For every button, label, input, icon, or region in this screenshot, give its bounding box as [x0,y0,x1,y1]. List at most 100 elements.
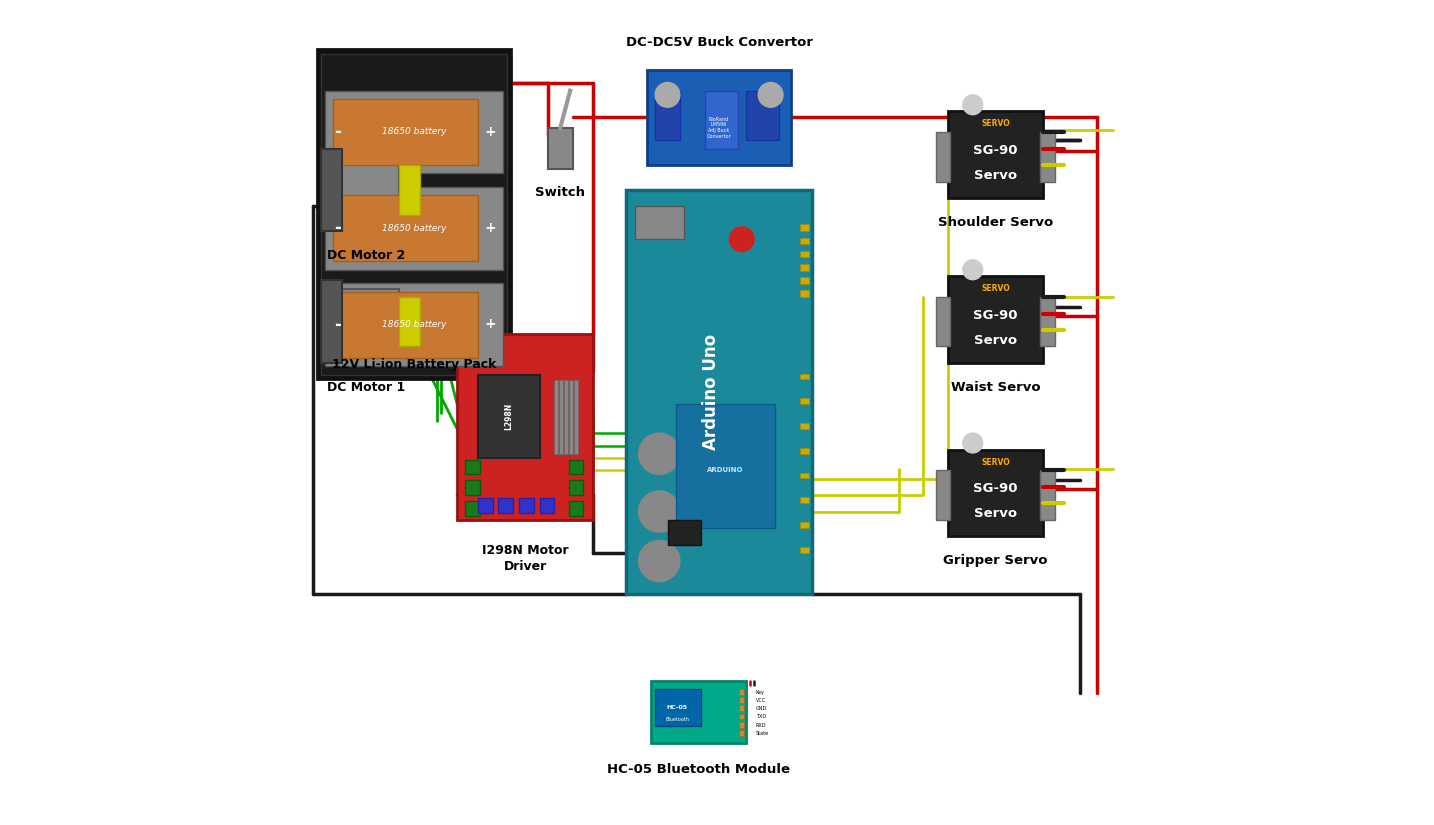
Text: ARDUINO: ARDUINO [707,467,743,474]
Text: Switch: Switch [535,186,585,199]
Circle shape [638,540,680,582]
Circle shape [730,227,754,252]
Bar [800,277,809,284]
Text: State: State [756,731,769,736]
Text: TXD: TXD [756,714,766,719]
Text: -: - [334,123,341,141]
Bar [800,398,809,404]
Text: DC Motor 1: DC Motor 1 [327,381,406,394]
Bar [337,289,400,355]
Bar [333,291,478,357]
Text: +: + [485,221,496,235]
Bar [457,334,594,520]
Circle shape [638,491,680,532]
Circle shape [962,260,982,280]
Bar [800,522,809,528]
Bar [574,380,578,454]
Bar [704,91,737,148]
Text: 12V Li-ion Battery Pack: 12V Li-ion Battery Pack [331,358,496,371]
Text: SERVO: SERVO [981,285,1010,293]
Bar [800,264,809,271]
Bar [655,689,700,726]
Bar [321,280,341,363]
Bar [321,54,506,375]
Text: Gripper Servo: Gripper Servo [944,554,1048,568]
Bar [948,276,1043,363]
Bar [559,380,562,454]
Text: SG-90: SG-90 [974,483,1018,495]
Bar [466,501,480,516]
Bar [400,297,420,346]
Bar [466,460,480,474]
Bar [568,480,584,495]
Bar [466,480,480,495]
Bar [740,689,744,695]
Bar [569,380,572,454]
Bar [333,196,478,262]
Text: L298N: L298N [503,403,513,431]
Circle shape [962,433,982,453]
Text: 18650 battery: 18650 battery [381,128,446,136]
Text: SG-90: SG-90 [974,309,1018,322]
Bar [565,380,568,454]
Bar [655,91,680,140]
Bar [539,498,555,513]
Text: HC-05: HC-05 [667,705,688,710]
Bar [1041,470,1055,520]
Bar [948,450,1043,536]
Text: Servo: Servo [974,169,1017,182]
Bar [548,128,572,169]
Bar [948,111,1043,198]
Bar [326,187,502,270]
Bar [935,470,951,520]
Text: RXD: RXD [756,723,766,728]
Text: Servo: Servo [974,334,1017,346]
Text: VCC: VCC [756,698,766,703]
Text: Arduino Uno: Arduino Uno [701,334,720,450]
Text: GND: GND [756,706,767,711]
Bar [568,501,584,516]
Text: 18650 battery: 18650 battery [381,320,446,329]
Bar [478,375,539,458]
Circle shape [638,433,680,474]
Text: Shoulder Servo: Shoulder Servo [938,216,1053,229]
Bar [326,283,502,365]
Text: Bluetooth: Bluetooth [665,717,690,722]
Text: DC-DC5V Buck Convertor: DC-DC5V Buck Convertor [625,36,813,50]
Bar [647,70,792,165]
Bar [317,50,511,380]
Bar [800,290,809,297]
Bar [800,547,809,553]
Bar [800,473,809,478]
Bar [740,730,744,736]
Bar [667,520,700,544]
Bar [400,165,420,214]
Bar [740,705,744,711]
Bar [651,681,746,742]
Bar [740,722,744,728]
Bar [555,380,558,454]
Bar [800,374,809,380]
Bar [675,404,774,528]
Text: -: - [334,315,341,333]
Bar [1041,297,1055,346]
Text: DC Motor 2: DC Motor 2 [327,249,406,262]
Bar [326,91,502,173]
Text: HC-05 Bluetooth Module: HC-05 Bluetooth Module [607,763,790,776]
Bar [478,498,493,513]
Bar [337,157,400,223]
Text: +: + [485,125,496,139]
Bar [634,206,684,239]
Bar [321,148,341,231]
Circle shape [759,82,783,107]
Text: Key: Key [756,690,764,695]
Circle shape [962,95,982,115]
Text: 18650 battery: 18650 battery [381,224,446,233]
Bar [499,498,513,513]
Bar [800,238,809,244]
Circle shape [655,82,680,107]
Text: SERVO: SERVO [981,120,1010,128]
Bar [627,190,812,594]
Bar [746,91,779,140]
Bar [333,99,478,165]
